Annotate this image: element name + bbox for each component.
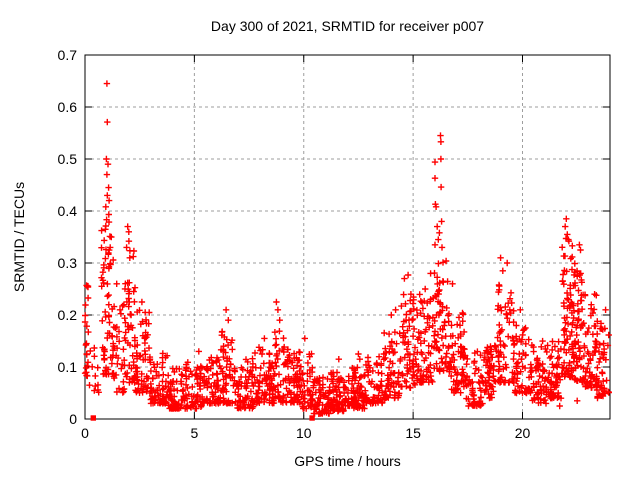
y-tick-label: 0.3 (58, 255, 78, 271)
x-tick-label: 20 (515, 425, 531, 441)
zero-square-marker (309, 415, 315, 421)
x-axis-label: GPS time / hours (294, 453, 401, 469)
y-tick-label: 0.5 (58, 151, 78, 167)
y-axis-label: SRMTID / TECUs (11, 181, 27, 293)
y-tick-label: 0 (69, 411, 77, 427)
x-tick-label: 5 (190, 425, 198, 441)
x-tick-label: 10 (296, 425, 312, 441)
y-tick-label: 0.7 (58, 47, 78, 63)
chart-title: Day 300 of 2021, SRMTID for receiver p00… (210, 18, 485, 34)
x-tick-label: 0 (81, 425, 89, 441)
y-tick-label: 0.2 (58, 307, 78, 323)
plot-border (84, 54, 611, 420)
y-tick-label: 0.6 (58, 99, 78, 115)
y-tick-label: 0.1 (58, 359, 78, 375)
scatter-points (81, 80, 612, 417)
zero-square-marker (90, 415, 96, 421)
x-tick-label: 15 (405, 425, 421, 441)
y-tick-label: 0.4 (58, 203, 78, 219)
